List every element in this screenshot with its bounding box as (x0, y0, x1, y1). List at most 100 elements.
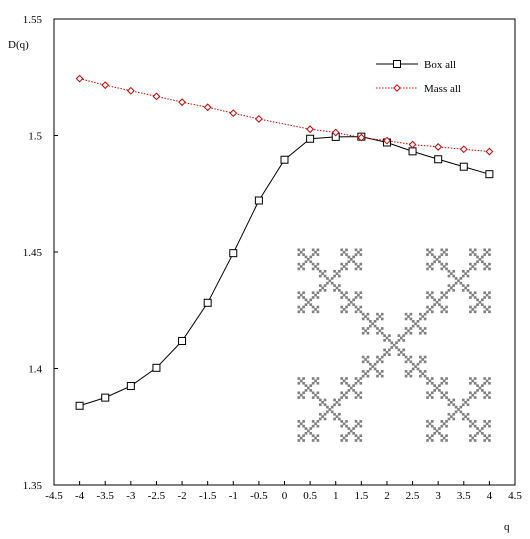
fractal-cell (311, 296, 315, 299)
fractal-cell (388, 348, 391, 352)
fractal-cell (461, 274, 465, 278)
data-point (280, 155, 289, 164)
fractal-cell (311, 424, 315, 428)
fractal-cell (438, 303, 441, 306)
fractal-cell (338, 284, 341, 287)
fractal-cell (471, 436, 475, 440)
x-tick-label: -4 (75, 490, 85, 502)
fractal-cell (454, 277, 458, 280)
legend-label: Box all (424, 59, 456, 71)
fractal-cell (359, 248, 363, 252)
data-point (357, 133, 366, 142)
fractal-cell (421, 315, 425, 318)
fractal-cell (338, 417, 341, 421)
fractal-cell (359, 377, 363, 380)
legend-marker (393, 60, 401, 68)
fractal-cell (345, 391, 348, 395)
fractal-cell (342, 265, 346, 268)
fractal-cell (307, 386, 310, 390)
y-tick-label: 1.55 (23, 14, 43, 26)
fractal-cell (318, 398, 322, 402)
fractal-cell (304, 384, 308, 387)
fractal-cell (347, 260, 351, 264)
fractal-cell (338, 269, 341, 273)
fractal-cell (452, 284, 456, 287)
fractal-cell (326, 281, 329, 285)
fractal-cell (454, 410, 458, 414)
fractal-cell (354, 248, 358, 252)
series-box-all (75, 132, 494, 410)
fractal-cell (461, 284, 465, 287)
fractal-cell (297, 310, 301, 314)
fractal-cell (426, 262, 429, 266)
fractal-cell (469, 439, 472, 442)
fractal-cell (342, 308, 346, 311)
fractal-cell (307, 300, 310, 304)
fractal-cell (316, 377, 320, 380)
fractal-cell (302, 381, 305, 385)
fractal-cell (445, 253, 448, 256)
fractal-cell (471, 308, 475, 311)
fractal-cell (326, 277, 329, 280)
fractal-cell (407, 315, 410, 318)
fractal-cell (473, 420, 477, 423)
fractal-cell (359, 396, 363, 399)
fractal-cell (459, 410, 463, 414)
fractal-cell (452, 412, 456, 416)
fractal-cell (483, 377, 487, 380)
fractal-cell (342, 250, 346, 254)
fractal-cell (311, 267, 315, 271)
data-point (434, 155, 443, 164)
fractal-cell (299, 293, 303, 297)
fractal-cell (354, 310, 358, 314)
fractal-cell (471, 379, 475, 383)
fractal-cell (323, 403, 327, 407)
fractal-cell (323, 412, 327, 416)
fractal-cell (345, 253, 348, 256)
fractal-cell (438, 384, 441, 387)
fractal-cell (414, 365, 417, 368)
fractal-cell (333, 417, 336, 421)
fractal-cell (483, 439, 487, 442)
fractal-cell (349, 386, 353, 390)
fractal-cell (476, 260, 479, 264)
fractal-cell (395, 346, 398, 349)
fractal-cell (449, 286, 453, 290)
fractal-cell (483, 434, 487, 438)
fractal-cell (333, 403, 336, 407)
fractal-cell (469, 424, 472, 428)
fractal-cell (485, 308, 489, 311)
fractal-cell (442, 308, 446, 311)
fractal-cell (357, 308, 360, 311)
fractal-cell (397, 353, 401, 357)
fractal-cell (483, 310, 487, 314)
fractal-cell (376, 355, 379, 359)
fractal-cell (476, 384, 479, 387)
fractal-cell (314, 308, 317, 311)
fractal-cell (445, 291, 448, 295)
fractal-cell (402, 334, 406, 337)
data-point (306, 125, 315, 134)
fractal-cell (473, 253, 477, 256)
fractal-cell (440, 262, 444, 266)
fractal-cell (430, 396, 434, 399)
fractal-cell (426, 377, 429, 380)
fractal-cell (461, 417, 465, 421)
fractal-cell (445, 267, 448, 271)
fractal-cell (373, 319, 377, 323)
fractal-cell (438, 427, 441, 430)
fractal-cell (383, 339, 386, 342)
fractal-cell (361, 374, 365, 378)
fractal-cell (421, 372, 425, 376)
fractal-cell (328, 408, 332, 411)
fractal-cell (302, 396, 305, 399)
fractal-cell (340, 291, 344, 295)
fractal-cell (321, 286, 325, 290)
fractal-cell (457, 279, 460, 283)
fractal-cell (345, 424, 348, 428)
fractal-cell (430, 262, 434, 266)
fractal-cell (426, 396, 429, 399)
fractal-cell (488, 396, 491, 399)
fractal-cell (376, 312, 379, 316)
fractal-cell (426, 291, 429, 295)
